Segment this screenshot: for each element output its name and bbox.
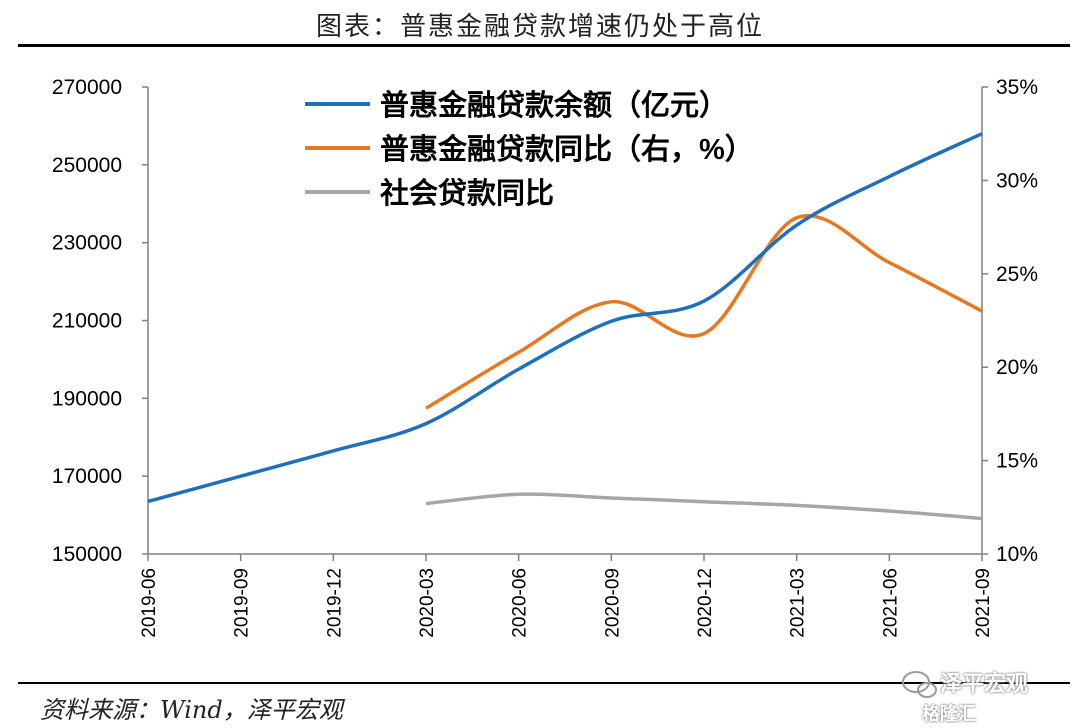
left-tick-label: 150000	[52, 543, 122, 566]
left-tick-label: 270000	[52, 76, 122, 99]
left-tick-label: 170000	[52, 465, 122, 488]
right-tick-label: 30%	[996, 169, 1038, 192]
x-tick-label: 2019-12	[324, 568, 345, 638]
top-rule	[18, 44, 1070, 47]
left-tick-label: 250000	[52, 154, 122, 177]
right-tick-label: 35%	[996, 76, 1038, 99]
watermark-site: 格隆汇	[922, 704, 976, 725]
x-tick-label: 2020-09	[602, 568, 623, 638]
left-tick-label: 230000	[52, 232, 122, 255]
chart-title: 图表：普惠金融贷款增速仍处于高位	[315, 12, 764, 42]
x-tick-label: 2021-09	[973, 568, 994, 638]
x-tick-label: 2021-06	[880, 568, 901, 638]
chart-canvas: 150000 170000 190000 210000 230000 250000 2700…	[52, 76, 1038, 638]
x-tick-label: 2021-03	[788, 568, 809, 638]
left-tick-label: 190000	[52, 387, 122, 410]
right-tick-label: 25%	[996, 263, 1038, 286]
x-tick-label: 2019-09	[232, 568, 253, 638]
x-tick-label: 2020-12	[695, 568, 716, 638]
legend-label-2: 社会贷款同比	[380, 177, 554, 210]
wechat-icon	[902, 671, 937, 698]
legend-label-1: 普惠金融贷款同比（右，%）	[380, 132, 754, 166]
right-tick-label: 10%	[996, 543, 1038, 566]
series-line-1	[425, 214, 983, 410]
source-note: 资料来源：Wind，泽平宏观	[40, 696, 343, 724]
watermark-brand: 泽平宏观	[940, 672, 1029, 697]
bottom-rule	[18, 682, 1070, 684]
x-tick-label: 2020-03	[417, 568, 438, 638]
series-line-0	[147, 132, 983, 504]
axes: 150000 170000 190000 210000 230000 250000 2700…	[52, 76, 1038, 638]
watermark: 泽平宏观 格隆汇	[896, 664, 1066, 725]
x-tick-label: 2019-06	[139, 568, 160, 638]
right-tick-label: 15%	[996, 450, 1038, 473]
left-tick-label: 210000	[52, 310, 122, 333]
x-tick-label: 2020-06	[510, 568, 531, 638]
right-tick-label: 20%	[996, 356, 1038, 379]
legend: 普惠金融贷款余额（亿元） 普惠金融贷款同比（右，%） 社会贷款同比	[305, 88, 754, 210]
series-lines	[147, 132, 983, 521]
series-line-2	[425, 492, 983, 521]
legend-label-0: 普惠金融贷款余额（亿元）	[380, 88, 728, 122]
